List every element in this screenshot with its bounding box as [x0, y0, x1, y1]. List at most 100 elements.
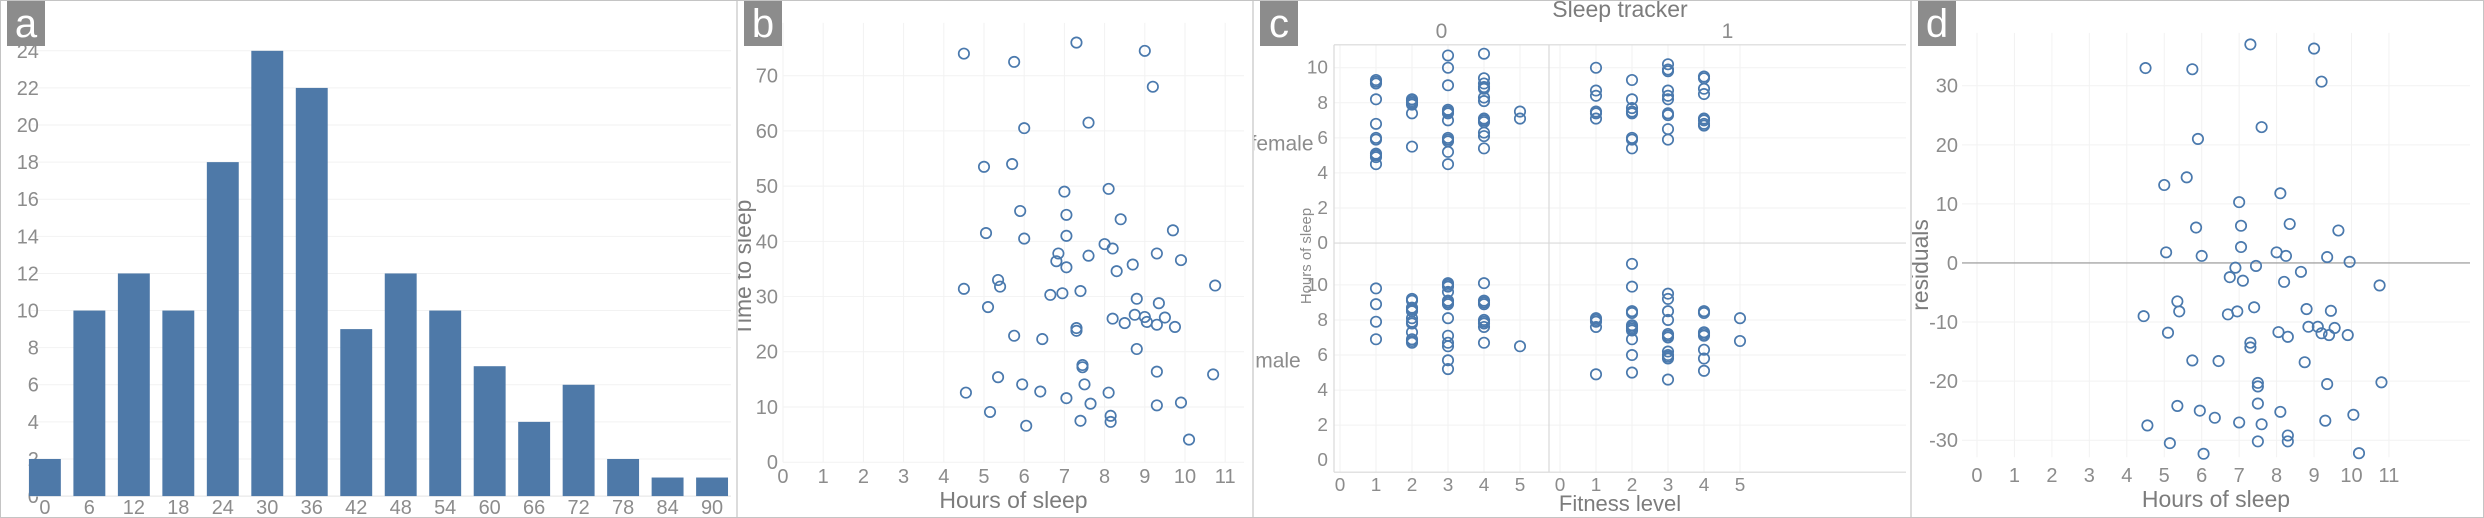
data-point: [1018, 122, 1031, 135]
data-point: [1661, 93, 1675, 106]
data-point: [2234, 219, 2248, 232]
data-point: [992, 371, 1005, 384]
histogram-time-to-sleep: 0246810121416182022240612182430364248546…: [17, 41, 732, 517]
chart-text: 4: [1317, 380, 1328, 401]
data-point: [1625, 133, 1639, 146]
chart-text: 8: [1317, 93, 1328, 114]
chart-text: 30: [256, 497, 278, 517]
data-point: [2171, 399, 2184, 412]
chart-text: 4: [938, 466, 949, 488]
data-point: [1733, 334, 1747, 348]
data-point: [2173, 305, 2186, 318]
data-point: [2248, 301, 2261, 314]
data-point: [2234, 241, 2248, 254]
chart-text: 0: [28, 486, 39, 508]
data-point: [1477, 277, 1491, 290]
chart-text: 3: [2084, 465, 2095, 487]
data-point: [2255, 121, 2268, 134]
data-point: [1405, 107, 1419, 120]
data-point: [1477, 336, 1491, 349]
data-point: [2251, 376, 2264, 389]
chart-text: 6: [1019, 466, 1030, 488]
points-group: [957, 36, 1222, 446]
chart-text: 30: [1936, 76, 1958, 98]
data-point: [1513, 112, 1527, 125]
data-point: [1625, 142, 1639, 155]
data-point: [1369, 298, 1383, 311]
data-point: [1018, 232, 1031, 245]
data-point: [1008, 55, 1021, 68]
data-point: [2141, 419, 2154, 432]
data-point: [2251, 397, 2264, 410]
panel-c-label: c: [1260, 1, 1298, 46]
data-point: [1441, 145, 1455, 158]
chart-text: 7: [2234, 465, 2245, 487]
data-point: [1369, 93, 1383, 106]
data-point: [2163, 437, 2176, 450]
chart-text: 8: [2271, 465, 2282, 487]
data-point: [1589, 84, 1603, 97]
data-point: [1102, 182, 1115, 195]
data-point: [2281, 435, 2294, 448]
chart-text: 2: [858, 466, 869, 488]
data-point: [977, 160, 991, 173]
data-point: [2319, 414, 2332, 427]
points-group: [2137, 38, 2388, 460]
data-point: [1174, 254, 1188, 267]
data-point: [979, 227, 993, 240]
chart-text: 14: [17, 226, 39, 248]
data-point: [1168, 320, 1181, 333]
data-point: [2251, 380, 2264, 393]
data-point: [1477, 130, 1491, 143]
chart-text: 90: [701, 497, 723, 517]
data-point: [1513, 340, 1527, 353]
data-point: [1104, 415, 1117, 428]
data-point: [1020, 419, 1033, 432]
data-point: [2137, 310, 2150, 323]
data-point: [1625, 73, 1639, 87]
chart-text: 10: [17, 301, 39, 323]
chart-text: 42: [345, 497, 367, 517]
data-point: [1625, 306, 1639, 319]
data-point: [1056, 287, 1069, 300]
data-point: [1405, 312, 1419, 325]
data-point: [1697, 82, 1711, 95]
data-point: [1625, 107, 1639, 120]
data-point: [1106, 312, 1119, 325]
data-point: [1150, 399, 1163, 412]
data-point: [981, 301, 995, 314]
data-point: [1405, 98, 1419, 111]
bar: [384, 273, 417, 497]
data-point: [1477, 126, 1491, 139]
chart-text: 18: [167, 497, 189, 517]
chart-text: 40: [756, 231, 778, 253]
data-point: [1058, 185, 1071, 198]
data-point: [1166, 224, 1179, 237]
chart-text: Hours of sleep: [1298, 208, 1315, 304]
data-point: [1441, 280, 1455, 293]
facet-points-female_1: [1589, 58, 1711, 155]
data-point: [1661, 292, 1675, 305]
data-point: [1146, 80, 1159, 93]
data-point: [2321, 251, 2334, 264]
chart-text: 4: [1317, 163, 1328, 184]
data-point: [1625, 280, 1639, 293]
data-point: [2171, 295, 2184, 308]
chart-text: 4: [28, 412, 39, 434]
data-point: [1150, 365, 1163, 378]
data-point: [2223, 271, 2236, 284]
chart-text: 5: [1515, 475, 1526, 496]
data-point: [2278, 275, 2291, 288]
data-point: [1114, 213, 1127, 226]
data-point: [1138, 44, 1151, 57]
chart-text: 10: [1307, 58, 1328, 79]
chart-text: 10: [1174, 466, 1196, 488]
data-point: [1589, 61, 1603, 74]
data-point: [1014, 204, 1027, 218]
data-point: [1150, 318, 1163, 331]
data-point: [2281, 330, 2294, 343]
data-point: [2244, 341, 2257, 354]
data-point: [1661, 305, 1675, 318]
